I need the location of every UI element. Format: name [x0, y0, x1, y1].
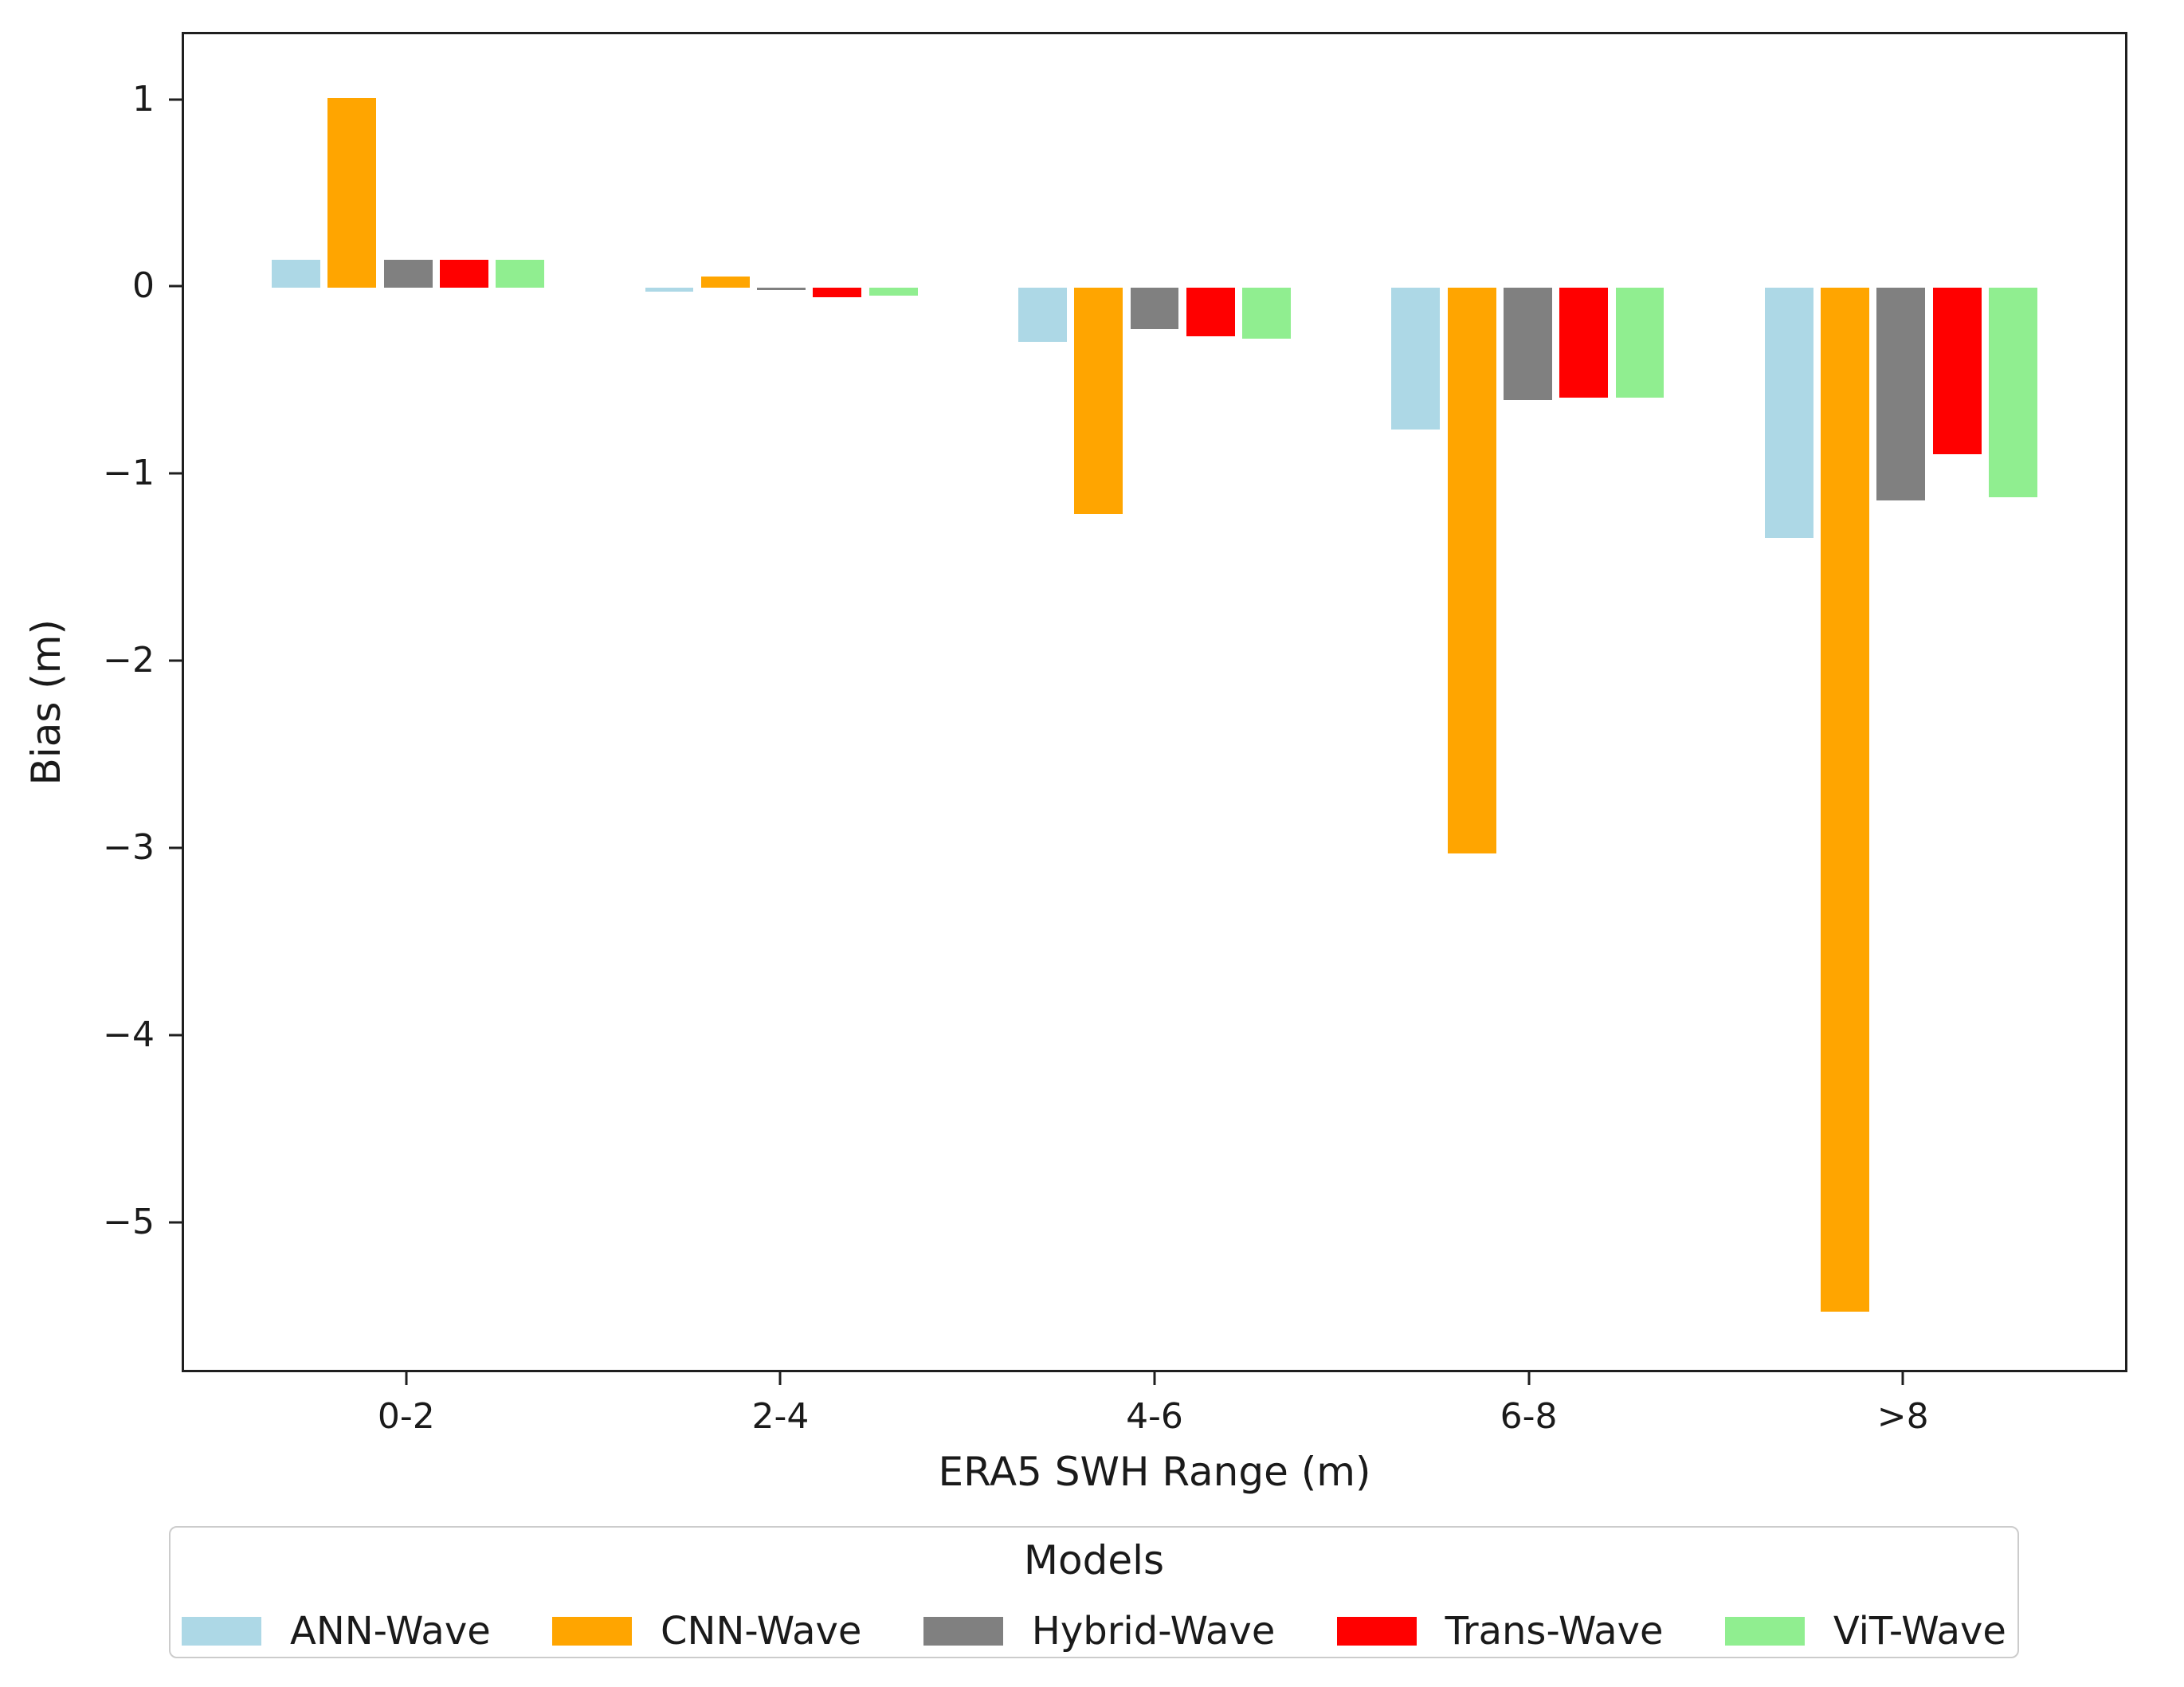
- bar-ann-wave-4-6: [1018, 288, 1067, 343]
- x-tick-label: 6-8: [1500, 1396, 1558, 1437]
- y-tick-label: 0: [132, 265, 155, 307]
- bar-trans-wave-4-6: [1186, 288, 1235, 337]
- bar-trans-wave-0-2: [439, 260, 488, 288]
- bar-ann-wave-6-8: [1391, 288, 1441, 430]
- x-tick-mark: [405, 1372, 408, 1385]
- legend-item-trans-wave: Trans-Wave: [1336, 1609, 1664, 1654]
- legend-item-hybrid-wave: Hybrid-Wave: [923, 1609, 1276, 1654]
- legend-item-ann-wave: ANN-Wave: [182, 1612, 491, 1650]
- legend-item-vit-wave: ViT-Wave: [1724, 1609, 2006, 1654]
- y-tick-label: −1: [103, 453, 155, 494]
- x-tick-mark: [1901, 1372, 1904, 1385]
- bar-cnn-wave-4-6: [1074, 288, 1123, 514]
- bar-cnn-wave-6-8: [1447, 288, 1496, 853]
- bar-hybrid-wave-4-6: [1130, 288, 1179, 329]
- x-tick-label: 2-4: [751, 1396, 810, 1437]
- bar-vit-wave-2-4: [869, 288, 918, 296]
- y-tick-mark: [169, 284, 182, 288]
- legend-item-label: ANN-Wave: [290, 1609, 491, 1654]
- bar-ann-wave-2-4: [645, 288, 694, 292]
- bar-ann-wave-0-2: [272, 260, 320, 288]
- legend-item-cnn-wave: CNN-Wave: [552, 1612, 861, 1650]
- legend-item-label: Hybrid-Wave: [1031, 1609, 1276, 1654]
- y-axis-label: Bias (m): [22, 32, 70, 1372]
- y-tick-label: −4: [103, 1014, 155, 1056]
- bar-cnn-wave-2-4: [700, 277, 750, 288]
- legend-swatch: [552, 1617, 633, 1646]
- legend-swatch: [182, 1617, 261, 1646]
- bar-vit-wave-4-6: [1242, 288, 1291, 339]
- bar-cnn-wave-0-2: [327, 97, 377, 288]
- bar-hybrid-wave-0-2: [383, 260, 433, 288]
- y-tick-mark: [169, 472, 182, 475]
- bar-trans-wave-2-4: [813, 288, 862, 298]
- y-tick-mark: [169, 659, 182, 662]
- y-axis-ticks: 1 0 −1 −2 −3 −4 −5: [0, 32, 182, 1372]
- y-tick-label: 1: [132, 78, 155, 120]
- bar-hybrid-wave->8: [1876, 288, 1926, 501]
- y-axis-label-text: Bias (m): [23, 618, 69, 786]
- y-tick-mark: [169, 1034, 182, 1037]
- y-tick-mark: [169, 98, 182, 101]
- bar-vit-wave-6-8: [1615, 288, 1664, 398]
- legend-title: Models: [1023, 1537, 1165, 1583]
- bar-hybrid-wave-2-4: [757, 288, 806, 290]
- x-axis-label: ERA5 SWH Range (m): [938, 1449, 1371, 1495]
- bar-vit-wave->8: [1988, 288, 2037, 497]
- x-tick-label: >8: [1876, 1396, 1929, 1437]
- legend-item-label: CNN-Wave: [661, 1609, 862, 1654]
- x-tick-mark: [1153, 1372, 1156, 1385]
- x-axis-ticks: 0-2 2-4 4-6 6-8 >8: [182, 1372, 2127, 1468]
- legend-item-label: ViT-Wave: [1833, 1609, 2006, 1654]
- legend-swatch: [923, 1617, 1003, 1646]
- y-tick-label: −2: [103, 640, 155, 681]
- plot-area: [182, 32, 2127, 1372]
- y-tick-mark: [169, 846, 182, 849]
- legend-swatch: [1724, 1617, 1805, 1646]
- bar-hybrid-wave-6-8: [1503, 288, 1552, 400]
- legend: Models ANN-Wave CNN-Wave Hybrid-Wave Trans-…: [169, 1526, 2019, 1658]
- legend-items: ANN-Wave CNN-Wave Hybrid-Wave Trans-Wave ViT…: [171, 1612, 2017, 1650]
- bar-ann-wave->8: [1764, 288, 1813, 538]
- x-tick-mark: [1527, 1372, 1531, 1385]
- bar-cnn-wave->8: [1821, 288, 1870, 1312]
- x-tick-label: 4-6: [1126, 1396, 1183, 1437]
- bars-layer: [184, 34, 2125, 1370]
- y-tick-label: −5: [103, 1202, 155, 1243]
- y-tick-label: −3: [103, 827, 155, 869]
- y-tick-mark: [169, 1221, 182, 1224]
- bar-trans-wave-6-8: [1559, 288, 1609, 398]
- bar-vit-wave-0-2: [496, 260, 545, 288]
- x-tick-mark: [778, 1372, 782, 1385]
- legend-swatch: [1336, 1617, 1417, 1646]
- bar-trans-wave->8: [1932, 288, 1982, 454]
- x-tick-label: 0-2: [377, 1396, 435, 1437]
- legend-item-label: Trans-Wave: [1445, 1609, 1664, 1654]
